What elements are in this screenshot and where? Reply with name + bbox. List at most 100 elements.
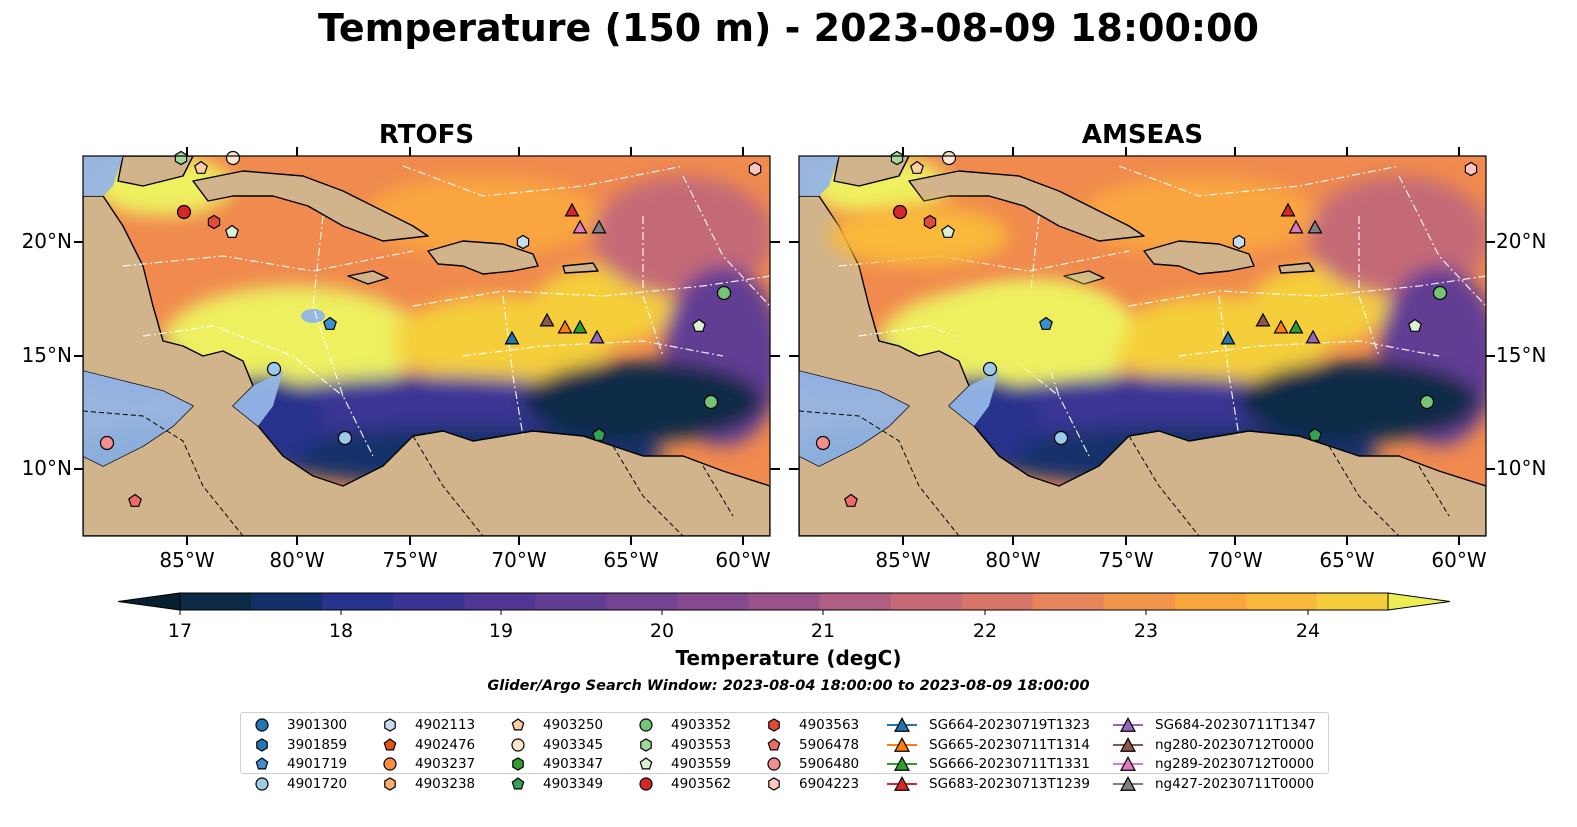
legend-item: 4903250 xyxy=(509,715,603,735)
map-marker xyxy=(941,150,957,166)
legend-item: ng280-20230712T0000 xyxy=(1113,735,1314,755)
legend-item: SG664-20230719T1323 xyxy=(887,715,1090,735)
legend-marker-icon xyxy=(767,757,781,771)
map-amseas xyxy=(798,150,1487,537)
legend-item: SG683-20230713T1239 xyxy=(887,774,1090,794)
legend-item: 4903345 xyxy=(509,735,603,755)
legend-label: 4901720 xyxy=(287,775,348,792)
map-marker xyxy=(982,361,998,377)
lat-tick-label: 15°N xyxy=(1496,343,1547,367)
legend-label: 4903553 xyxy=(671,736,732,753)
map-marker xyxy=(923,214,937,230)
legend-marker-icon xyxy=(383,757,397,771)
colorbar-segment xyxy=(1316,593,1389,610)
lon-tick-label: 65°W xyxy=(603,548,659,572)
legend-label: SG666-20230711T1331 xyxy=(929,756,1090,772)
map-marker xyxy=(1307,219,1323,234)
colorbar-tick-label: 20 xyxy=(649,620,675,642)
legend-marker-icon xyxy=(511,737,525,752)
map-marker xyxy=(592,427,606,441)
legend-marker-icon xyxy=(512,757,524,771)
legend: 3901300 3901859 4901719 4901720 4902113 49024… xyxy=(240,712,1329,792)
legend-label: SG684-20230711T1347 xyxy=(1155,717,1316,733)
legend-marker-icon xyxy=(255,757,269,770)
colorbar-tick-label: 18 xyxy=(328,620,354,642)
map-marker xyxy=(1408,318,1422,332)
map-marker xyxy=(1039,316,1053,330)
legend-marker-icon xyxy=(256,737,268,752)
colorbar-segment xyxy=(961,593,1034,610)
colorbar-segment xyxy=(535,593,607,610)
markers-amseas xyxy=(815,150,1478,507)
map-marker xyxy=(1280,202,1296,217)
markers-rtofs xyxy=(99,150,762,507)
legend-label: 4903237 xyxy=(415,756,476,772)
map-marker xyxy=(1464,161,1478,177)
colorbar-tick-label: 22 xyxy=(972,620,998,642)
map-marker xyxy=(748,161,762,177)
legend-item: 4903349 xyxy=(509,774,603,794)
legend-marker-icon xyxy=(1113,736,1143,752)
map-marker xyxy=(207,214,221,230)
colorbar-segment xyxy=(1174,593,1247,610)
colorbar-tick-label: 23 xyxy=(1133,620,1159,642)
legend-item: 5906478 xyxy=(765,735,859,755)
legend-label: 4903250 xyxy=(543,717,604,733)
map-marker xyxy=(194,160,208,174)
map-marker xyxy=(1308,427,1322,441)
legend-label: SG664-20230719T1323 xyxy=(929,717,1090,733)
map-marker xyxy=(815,435,831,451)
legend-marker-icon xyxy=(255,718,269,732)
colorbar-tick-label: 21 xyxy=(810,620,836,642)
legend-label: 5906478 xyxy=(799,736,860,753)
map-marker xyxy=(591,219,607,234)
colorbar-segment xyxy=(180,593,252,610)
lat-tick-label: 10°N xyxy=(21,456,72,480)
legend-marker-icon xyxy=(511,718,525,731)
map-marker xyxy=(225,224,239,238)
colorbar-tick-label: 24 xyxy=(1295,620,1321,642)
map-marker xyxy=(703,394,719,410)
colorbar-segment xyxy=(606,593,678,610)
map-marker xyxy=(176,204,192,220)
legend-item: 4903238 xyxy=(381,774,475,794)
panel-title-amseas: AMSEAS xyxy=(1081,120,1204,150)
map-marker xyxy=(716,285,732,301)
legend-marker-icon xyxy=(1113,717,1143,732)
legend-label: 4903345 xyxy=(543,736,604,753)
legend-item: 4901720 xyxy=(253,774,347,794)
legend-item: ng289-20230712T0000 xyxy=(1113,754,1314,774)
map-marker xyxy=(1232,234,1246,250)
map-marker xyxy=(337,430,353,446)
lon-tick-label: 85°W xyxy=(875,548,931,572)
map-marker xyxy=(692,318,706,332)
legend-label: ng427-20230711T0000 xyxy=(1155,775,1315,792)
legend-item: SG665-20230711T1314 xyxy=(887,735,1090,755)
search-window-text: Glider/Argo Search Window: 2023-08-04 18… xyxy=(487,678,1090,694)
colorbar-segment xyxy=(890,593,963,610)
legend-item: 3901300 xyxy=(253,715,347,735)
legend-marker-icon xyxy=(511,776,525,789)
legend-item: 4903559 xyxy=(637,754,731,774)
lon-tick-label: 85°W xyxy=(159,548,215,572)
legend-marker-icon xyxy=(383,737,397,750)
lon-tick-label: 70°W xyxy=(1207,548,1263,572)
legend-marker-icon xyxy=(639,718,653,732)
legend-item: 4902476 xyxy=(381,735,475,755)
colorbar-segment xyxy=(819,593,892,610)
lat-tick-label: 20°N xyxy=(1496,229,1547,253)
legend-item: 5906480 xyxy=(765,754,859,774)
lon-tick-label: 70°W xyxy=(491,548,547,572)
colorbar-segment xyxy=(677,593,749,610)
legend-label: SG683-20230713T1239 xyxy=(929,775,1090,792)
legend-marker-icon xyxy=(768,776,780,791)
legend-label: ng280-20230712T0000 xyxy=(1155,736,1315,753)
legend-item: SG684-20230711T1347 xyxy=(1113,715,1316,735)
legend-marker-icon xyxy=(887,775,917,791)
lon-tick-label: 80°W xyxy=(269,548,325,572)
colorbar-tick-label: 17 xyxy=(167,620,193,642)
legend-marker-icon xyxy=(384,718,396,732)
legend-item: 4903563 xyxy=(765,715,859,735)
legend-label: 4903238 xyxy=(415,775,476,792)
map-marker xyxy=(910,160,924,174)
